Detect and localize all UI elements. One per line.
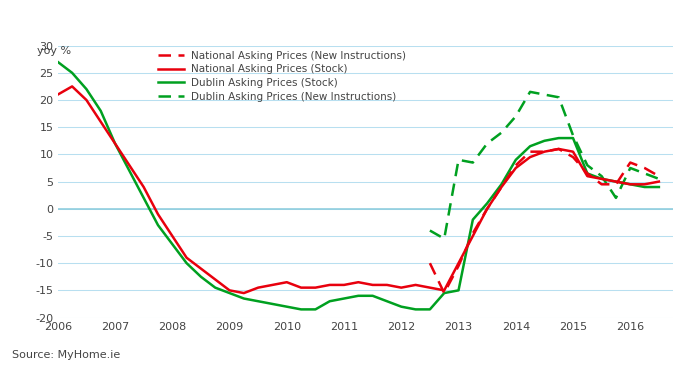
Text: MyHome.ie asking prices, Dublin and national: MyHome.ie asking prices, Dublin and nati… xyxy=(12,10,413,28)
Text: Figure 1: Figure 1 xyxy=(607,12,668,27)
Legend: National Asking Prices (New Instructions), National Asking Prices (Stock), Dubli: National Asking Prices (New Instructions… xyxy=(158,51,406,102)
Text: yoy %: yoy % xyxy=(37,46,71,55)
Text: Source: MyHome.ie: Source: MyHome.ie xyxy=(12,350,120,360)
